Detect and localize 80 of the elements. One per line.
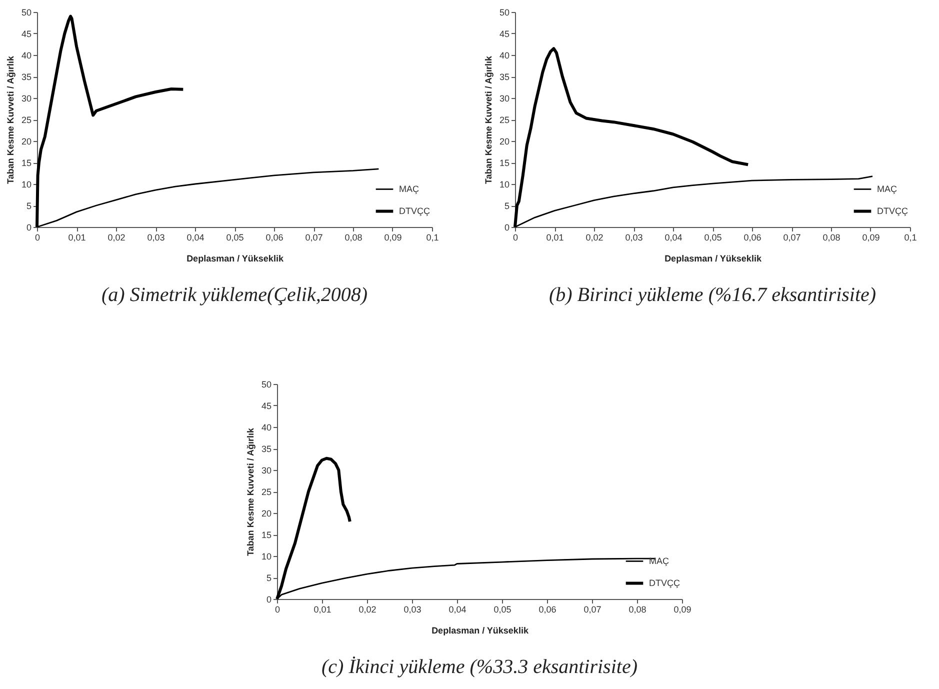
legend-label: MAÇ: [649, 556, 670, 566]
legend-label: DTVÇÇ: [877, 206, 908, 216]
legend-label: DTVÇÇ: [649, 578, 680, 588]
y-tick-label: 20: [261, 508, 272, 518]
x-tick-label: 0,05: [226, 232, 244, 242]
x-tick-label: 0,01: [546, 232, 564, 242]
y-tick-label: 5: [26, 201, 32, 211]
y-tick-label: 45: [261, 401, 272, 411]
legend-label: MAÇ: [877, 184, 898, 194]
x-axis-title: Deplasman / Yükseklik: [664, 254, 762, 264]
y-tick-label: 35: [499, 72, 510, 82]
x-axis-title: Deplasman / Yükseklik: [186, 254, 284, 264]
x-tick-label: 0,07: [783, 232, 801, 242]
y-tick-label: 15: [21, 158, 32, 168]
y-tick-label: 10: [21, 180, 32, 190]
x-tick-label: 0,03: [625, 232, 643, 242]
y-tick-label: 30: [261, 466, 272, 476]
x-tick-label: 0,03: [404, 604, 422, 614]
y-tick-label: 0: [26, 222, 32, 232]
y-tick-label: 15: [499, 158, 510, 168]
x-tick-label: 0,08: [344, 232, 362, 242]
x-tick-label: 0: [274, 604, 280, 614]
x-tick-label: 0,01: [68, 232, 86, 242]
y-tick-label: 25: [21, 115, 32, 125]
x-tick-label: 0,07: [305, 232, 323, 242]
x-tick-label: 0,06: [266, 232, 284, 242]
x-tick-label: 0,02: [358, 604, 376, 614]
y-tick-label: 25: [499, 115, 510, 125]
x-tick-label: 0,09: [862, 232, 880, 242]
y-tick-label: 50: [499, 8, 510, 18]
x-tick-label: 0,04: [664, 232, 682, 242]
y-tick-label: 40: [499, 50, 510, 60]
y-tick-label: 20: [499, 136, 510, 146]
y-tick-label: 35: [21, 72, 32, 82]
legend-label: DTVÇÇ: [399, 206, 430, 216]
y-tick-label: 5: [504, 201, 510, 211]
y-tick-label: 45: [499, 29, 510, 39]
x-tick-label: 0,05: [494, 604, 512, 614]
y-tick-label: 50: [261, 380, 272, 390]
y-tick-label: 40: [21, 50, 32, 60]
x-tick-label: 0,05: [704, 232, 722, 242]
y-tick-label: 45: [21, 29, 32, 39]
y-tick-label: 15: [261, 530, 272, 540]
y-tick-label: 10: [499, 180, 510, 190]
text: (c) İkinci yükleme (%33.3 eksantirisite): [322, 656, 638, 678]
x-tick-label: 0: [512, 232, 518, 242]
x-tick-label: 0,02: [108, 232, 126, 242]
x-tick-label: 0,09: [384, 232, 402, 242]
x-tick-label: 0,06: [538, 604, 556, 614]
y-axis-title: Taban Kesme Kuvveti / Ağırlık: [5, 54, 16, 184]
x-tick-label: 0,1: [426, 232, 439, 242]
y-tick-label: 0: [266, 594, 272, 604]
x-tick-label: 0: [34, 232, 40, 242]
y-tick-label: 0: [504, 222, 510, 232]
y-tick-label: 40: [261, 422, 272, 432]
x-tick-label: 0,01: [314, 604, 332, 614]
x-tick-label: 0,08: [628, 604, 646, 614]
x-tick-label: 0,06: [744, 232, 762, 242]
y-axis-title: Taban Kesme Kuvveti / Ağırlık: [245, 426, 256, 556]
y-tick-label: 5: [266, 573, 272, 583]
y-tick-label: 35: [261, 444, 272, 454]
y-tick-label: 50: [21, 8, 32, 18]
x-tick-label: 0,04: [448, 604, 466, 614]
x-tick-label: 0,08: [822, 232, 840, 242]
x-tick-label: 0,09: [674, 604, 692, 614]
text: (a) Simetrik yükleme(Çelik,2008): [101, 284, 368, 306]
y-axis-title: Taban Kesme Kuvveti / Ağırlık: [483, 54, 494, 184]
x-tick-label: 0,07: [584, 604, 602, 614]
text: (b) Birinci yükleme (%16.7 eksantirisite): [548, 284, 876, 306]
x-tick-label: 0,03: [147, 232, 165, 242]
x-tick-label: 0,1: [904, 232, 917, 242]
y-tick-label: 10: [261, 552, 272, 562]
x-tick-label: 0,02: [586, 232, 604, 242]
x-axis-title: Deplasman / Yükseklik: [432, 626, 530, 636]
y-tick-label: 20: [21, 136, 32, 146]
y-tick-label: 25: [261, 487, 272, 497]
x-tick-label: 0,04: [186, 232, 204, 242]
y-tick-label: 30: [21, 94, 32, 104]
y-tick-label: 30: [499, 94, 510, 104]
legend-label: MAÇ: [399, 184, 420, 194]
